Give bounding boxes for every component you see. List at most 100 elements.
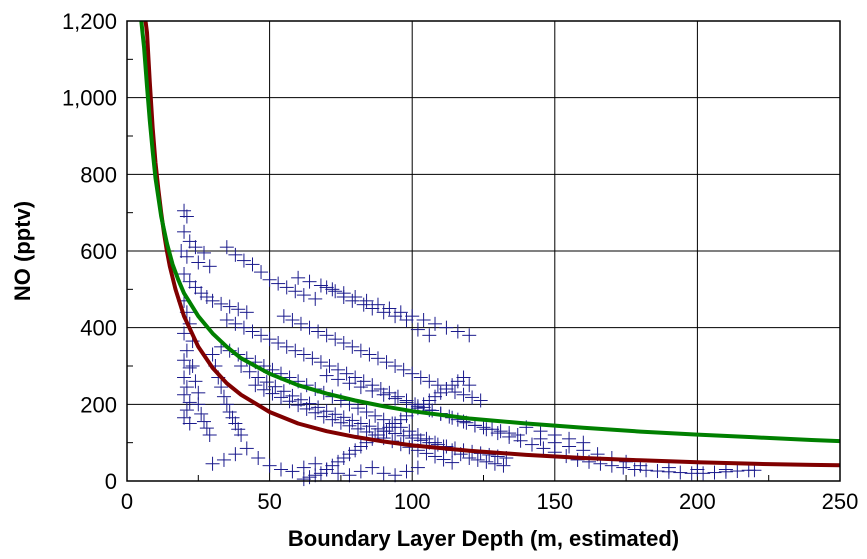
scatter-point	[405, 366, 420, 381]
scatter-point	[179, 403, 194, 418]
scatter-point	[345, 339, 360, 354]
scatter-point	[362, 347, 377, 362]
scatter-point	[673, 465, 688, 480]
scatter-point	[339, 366, 354, 381]
scatter-point	[342, 468, 357, 483]
scatter-point	[388, 309, 403, 324]
scatter-point	[456, 370, 471, 385]
scatter-point	[205, 293, 220, 308]
scatter-point	[328, 407, 343, 422]
scatter-point	[214, 296, 229, 311]
scatter-point	[576, 435, 591, 450]
scatter-point	[536, 441, 551, 456]
scatter-point	[302, 470, 317, 485]
scatter-point	[430, 378, 445, 393]
scatter-point	[342, 447, 357, 462]
scatter-point	[308, 468, 323, 483]
scatter-point	[274, 462, 289, 477]
scatter-point	[410, 428, 425, 442]
scatter-point	[510, 428, 525, 442]
scatter-point	[376, 387, 391, 402]
plot-area-frame	[126, 20, 841, 482]
fit-curve-green	[139, 20, 841, 444]
scatter-point	[265, 386, 280, 401]
scatter-point	[302, 396, 317, 411]
scatter-point	[368, 408, 383, 423]
scatter-point	[353, 464, 368, 479]
y-tick-labels: 0 200 400 600 800 1,000 1,200	[62, 9, 117, 494]
scatter-point	[562, 431, 577, 446]
scatter-point	[197, 245, 212, 260]
scatter-point	[399, 395, 414, 410]
x-tick-labels: 0 50 100 150 200 250	[121, 489, 858, 514]
scatter-point	[730, 464, 745, 479]
scatter-point	[356, 374, 371, 389]
scatter-point	[385, 416, 400, 431]
scatter-point	[288, 284, 303, 299]
scatter-point	[382, 301, 397, 316]
x-tick-label: 0	[121, 489, 133, 514]
scatter-point	[359, 405, 374, 419]
scatter-point	[479, 454, 494, 469]
scatter-point	[353, 343, 368, 358]
x-tick-label: 150	[536, 489, 573, 514]
scatter-point	[222, 405, 237, 419]
scatter-point	[370, 297, 385, 312]
scatter-point	[353, 416, 368, 431]
scatter-point	[234, 428, 249, 442]
scatter-point	[276, 309, 291, 324]
scatter-point	[228, 316, 243, 331]
scatter-point	[428, 449, 443, 464]
scatter-point	[445, 455, 460, 470]
scatter-point	[216, 389, 231, 404]
scatter-point	[242, 364, 257, 379]
scatter-point	[228, 447, 243, 462]
fit-curves	[139, 20, 841, 468]
scatter-series	[174, 203, 762, 487]
scatter-point	[410, 460, 425, 475]
scatter-point	[325, 458, 340, 473]
scatter-point	[348, 370, 363, 385]
scatter-point	[465, 390, 480, 405]
scatter-point	[342, 376, 357, 391]
scatter-point	[279, 339, 294, 354]
y-tick-label: 400	[80, 316, 117, 341]
scatter-point	[319, 280, 334, 295]
scatter-point	[479, 422, 494, 437]
x-tick-label: 100	[394, 489, 431, 514]
scatter-point	[336, 336, 351, 350]
scatter-point	[353, 380, 368, 395]
scatter-point	[216, 452, 231, 467]
scatter-point	[328, 332, 343, 347]
scatter-point	[502, 429, 517, 444]
scatter-point	[214, 380, 229, 395]
scatter-point	[456, 387, 471, 402]
scatter-point	[313, 355, 328, 370]
scatter-point	[182, 395, 197, 410]
scatter-point	[236, 320, 251, 335]
scatter-point	[707, 465, 722, 480]
scatter-point	[627, 462, 642, 477]
x-tick-label: 250	[822, 489, 859, 514]
scatter-point	[348, 290, 363, 304]
scatter-point	[222, 299, 237, 314]
scatter-point	[493, 424, 508, 439]
scatter-point	[365, 460, 380, 475]
scatter-point	[205, 456, 220, 471]
scatter-point	[336, 286, 351, 301]
scatter-point	[462, 378, 477, 393]
scatter-point	[308, 405, 323, 420]
scatter-point	[450, 412, 465, 427]
scatter-point	[365, 301, 380, 316]
scatter-point	[393, 420, 408, 435]
scatter-point	[219, 240, 234, 255]
scatter-point	[228, 416, 243, 431]
scatter-point	[245, 257, 260, 272]
scatter-point	[373, 382, 388, 396]
scatter-point	[188, 280, 203, 295]
scatter-point	[650, 464, 665, 479]
scatter-point	[342, 418, 357, 433]
scatter-point	[177, 267, 192, 281]
